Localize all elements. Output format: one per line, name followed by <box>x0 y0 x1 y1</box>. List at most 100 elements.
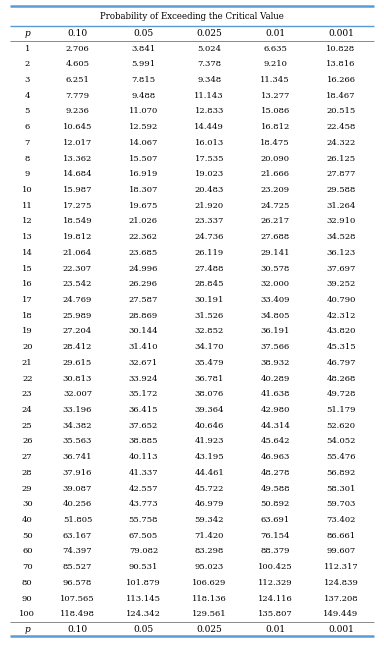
Text: 113.145: 113.145 <box>126 595 161 602</box>
Text: 14.684: 14.684 <box>63 170 92 179</box>
Text: 29.588: 29.588 <box>326 186 356 194</box>
Text: 2.706: 2.706 <box>66 45 89 52</box>
Text: 27.688: 27.688 <box>261 233 290 241</box>
Text: 41.337: 41.337 <box>129 469 158 477</box>
Text: 100: 100 <box>19 610 35 619</box>
Text: 10: 10 <box>22 186 33 194</box>
Text: 44.461: 44.461 <box>194 469 224 477</box>
Text: 8: 8 <box>25 155 30 162</box>
Text: 5.991: 5.991 <box>131 60 156 69</box>
Text: 37.697: 37.697 <box>326 265 356 272</box>
Text: 16.013: 16.013 <box>195 139 224 147</box>
Text: 22.362: 22.362 <box>129 233 158 241</box>
Text: 41.923: 41.923 <box>195 437 224 445</box>
Text: 21.064: 21.064 <box>63 249 92 257</box>
Text: 106.629: 106.629 <box>192 579 227 587</box>
Text: 30.191: 30.191 <box>195 296 224 304</box>
Text: 5.024: 5.024 <box>197 45 221 52</box>
Text: 21: 21 <box>22 359 33 367</box>
Text: 40: 40 <box>22 516 33 524</box>
Text: 60: 60 <box>22 547 33 555</box>
Text: 39.364: 39.364 <box>195 406 224 414</box>
Text: 86.661: 86.661 <box>326 532 356 540</box>
Text: 13.277: 13.277 <box>260 92 290 100</box>
Text: 26: 26 <box>22 437 33 445</box>
Text: 15.987: 15.987 <box>63 186 92 194</box>
Text: 51.805: 51.805 <box>63 516 92 524</box>
Text: 48.268: 48.268 <box>326 375 356 382</box>
Text: 90.531: 90.531 <box>129 563 158 571</box>
Text: 45.642: 45.642 <box>260 437 290 445</box>
Text: 39.252: 39.252 <box>326 280 356 289</box>
Text: 16.919: 16.919 <box>129 170 158 179</box>
Text: 41.638: 41.638 <box>260 390 290 399</box>
Text: 12.833: 12.833 <box>195 107 224 115</box>
Text: 40.113: 40.113 <box>129 453 158 461</box>
Text: 0.01: 0.01 <box>265 29 285 38</box>
Text: 85.527: 85.527 <box>63 563 92 571</box>
Text: 24.725: 24.725 <box>260 202 290 210</box>
Text: 118.136: 118.136 <box>192 595 227 602</box>
Text: 42.557: 42.557 <box>129 485 158 492</box>
Text: 34.170: 34.170 <box>195 343 224 351</box>
Text: 25: 25 <box>22 422 33 430</box>
Text: 44.314: 44.314 <box>260 422 290 430</box>
Text: 40.646: 40.646 <box>195 422 224 430</box>
Text: 17.275: 17.275 <box>63 202 92 210</box>
Text: 36.781: 36.781 <box>195 375 224 382</box>
Text: 4: 4 <box>25 92 30 100</box>
Text: 80: 80 <box>22 579 33 587</box>
Text: 7.779: 7.779 <box>65 92 89 100</box>
Text: 0.05: 0.05 <box>133 29 154 38</box>
Text: 40.289: 40.289 <box>260 375 290 382</box>
Text: 0.05: 0.05 <box>133 625 154 634</box>
Text: 0.10: 0.10 <box>68 29 88 38</box>
Text: 99.607: 99.607 <box>326 547 356 555</box>
Text: 18.549: 18.549 <box>63 217 92 225</box>
Text: 14.449: 14.449 <box>194 123 224 131</box>
Text: 124.839: 124.839 <box>324 579 359 587</box>
Text: 28.869: 28.869 <box>129 312 158 320</box>
Text: 63.691: 63.691 <box>261 516 290 524</box>
Text: 24: 24 <box>22 406 33 414</box>
Text: 30.578: 30.578 <box>260 265 290 272</box>
Text: 118.498: 118.498 <box>60 610 95 619</box>
Text: 67.505: 67.505 <box>129 532 158 540</box>
Text: 24.736: 24.736 <box>195 233 224 241</box>
Text: 12.592: 12.592 <box>129 123 158 131</box>
Text: 10.828: 10.828 <box>326 45 356 52</box>
Text: 9.210: 9.210 <box>263 60 287 69</box>
Text: 6: 6 <box>25 123 30 131</box>
Text: 18: 18 <box>22 312 33 320</box>
Text: 28.412: 28.412 <box>63 343 92 351</box>
Text: 26.217: 26.217 <box>261 217 290 225</box>
Text: 13.816: 13.816 <box>326 60 356 69</box>
Text: 16.266: 16.266 <box>326 76 356 84</box>
Text: 22.307: 22.307 <box>63 265 92 272</box>
Text: 24.769: 24.769 <box>63 296 92 304</box>
Text: 51.179: 51.179 <box>326 406 356 414</box>
Text: 79.082: 79.082 <box>129 547 158 555</box>
Text: 6.635: 6.635 <box>263 45 287 52</box>
Text: 24.322: 24.322 <box>326 139 356 147</box>
Text: 43.820: 43.820 <box>326 327 356 335</box>
Text: 7: 7 <box>25 139 30 147</box>
Text: 124.342: 124.342 <box>126 610 161 619</box>
Text: 0.001: 0.001 <box>328 29 354 38</box>
Text: 19.023: 19.023 <box>195 170 224 179</box>
Text: 16: 16 <box>22 280 33 289</box>
Text: 0.025: 0.025 <box>196 29 222 38</box>
Text: 45.315: 45.315 <box>326 343 356 351</box>
Text: 10.645: 10.645 <box>63 123 92 131</box>
Text: 26.296: 26.296 <box>129 280 158 289</box>
Text: 24.996: 24.996 <box>129 265 158 272</box>
Text: 36.415: 36.415 <box>129 406 158 414</box>
Text: 0.10: 0.10 <box>68 625 88 634</box>
Text: 32.007: 32.007 <box>63 390 92 399</box>
Text: 48.278: 48.278 <box>260 469 290 477</box>
Text: 25.989: 25.989 <box>63 312 92 320</box>
Text: 74.397: 74.397 <box>63 547 92 555</box>
Text: 43.773: 43.773 <box>129 500 158 509</box>
Text: 27.587: 27.587 <box>129 296 158 304</box>
Text: 31.526: 31.526 <box>195 312 224 320</box>
